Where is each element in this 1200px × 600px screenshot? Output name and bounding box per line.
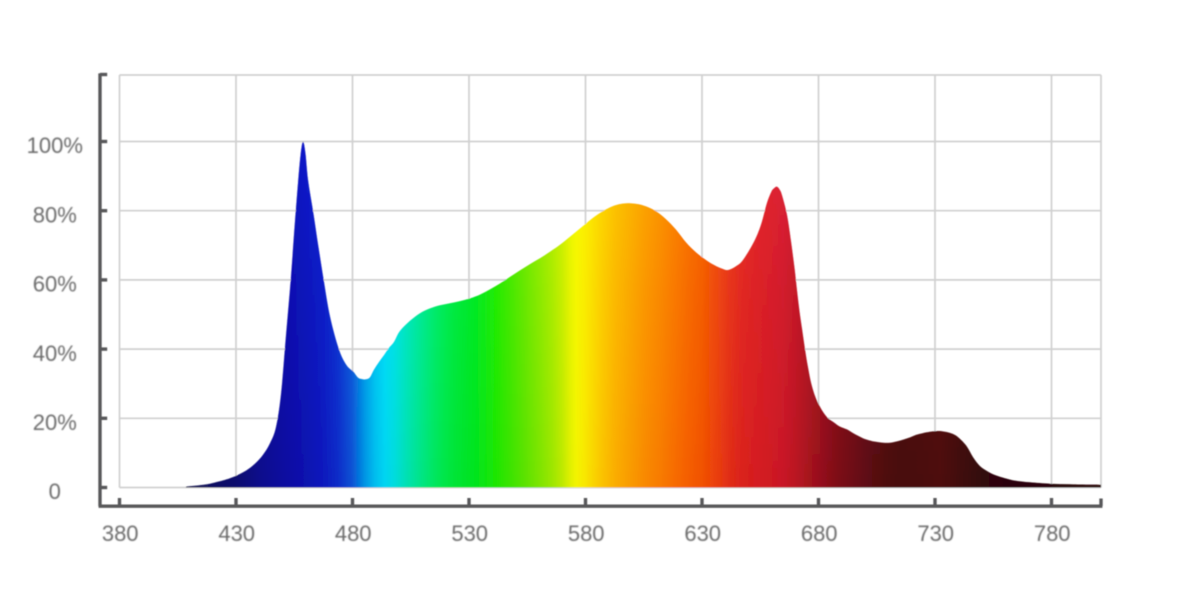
svg-text:80%: 80% <box>33 202 77 227</box>
svg-text:60%: 60% <box>33 272 77 297</box>
svg-text:630: 630 <box>684 521 721 546</box>
svg-text:430: 430 <box>218 521 255 546</box>
svg-text:0: 0 <box>49 479 61 504</box>
svg-text:480: 480 <box>335 521 372 546</box>
svg-text:580: 580 <box>568 521 605 546</box>
svg-text:780: 780 <box>1034 521 1071 546</box>
svg-text:730: 730 <box>917 521 954 546</box>
svg-text:380: 380 <box>102 521 139 546</box>
svg-text:40%: 40% <box>33 341 77 366</box>
svg-text:530: 530 <box>451 521 488 546</box>
svg-text:20%: 20% <box>33 410 77 435</box>
svg-text:100%: 100% <box>27 133 83 158</box>
svg-text:680: 680 <box>801 521 838 546</box>
